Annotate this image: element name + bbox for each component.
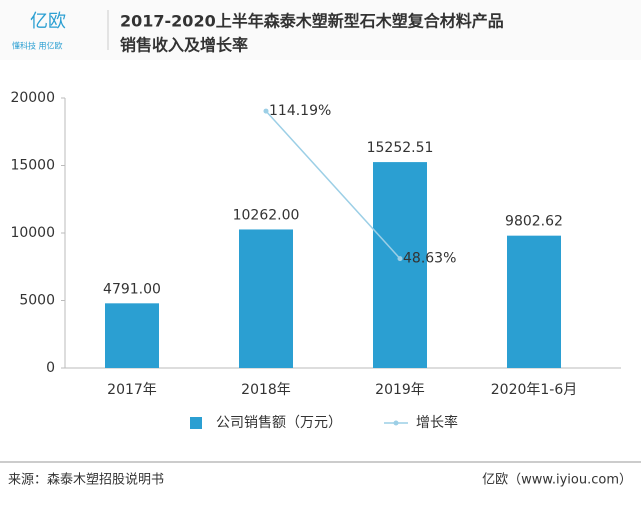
- bar: [239, 229, 293, 368]
- y-tick-label: 0: [46, 360, 55, 376]
- bar: [105, 303, 159, 368]
- y-tick-label: 20000: [10, 90, 55, 106]
- line: [265, 110, 401, 260]
- data-label: 9802.62: [505, 214, 563, 230]
- x-tick-label: 2019年: [375, 382, 425, 398]
- source: 来源：森泰木塑招股说明书: [8, 473, 164, 488]
- chart-title: 销售收入及增长率: [120, 36, 248, 55]
- y-tick-label: 10000: [10, 225, 55, 241]
- logo: 亿欧: [30, 11, 66, 32]
- y-tick-label: 5000: [19, 293, 55, 309]
- data-label: 10262.00: [233, 207, 300, 223]
- line-marker: [397, 256, 403, 262]
- y-tick-label: 15000: [10, 158, 55, 174]
- bar: [507, 235, 561, 368]
- legend-label: 公司销售额（万元）: [216, 415, 342, 431]
- data-label: 4791.00: [103, 281, 161, 297]
- line-marker: [263, 108, 269, 114]
- legend-swatch: [393, 420, 399, 426]
- x-tick-label: 2020年1-6月: [491, 382, 578, 398]
- legend-swatch: [190, 417, 202, 429]
- legend-label: 增长率: [416, 414, 458, 431]
- header-bg: [0, 0, 641, 60]
- x-tick-label: 2017年: [107, 382, 157, 398]
- x-tick-label: 2018年: [241, 382, 291, 398]
- slogan: 懂科技 用亿欧: [12, 41, 63, 51]
- data-label: 48.63%: [403, 251, 456, 267]
- bar: [373, 162, 427, 368]
- chart-title: 2017-2020上半年森泰木塑新型石木塑复合材料产品: [120, 12, 504, 31]
- credit: 亿欧（www.iyiou.com）: [482, 473, 632, 488]
- data-label: 15252.51: [367, 140, 434, 156]
- data-label: 114.19%: [269, 103, 331, 119]
